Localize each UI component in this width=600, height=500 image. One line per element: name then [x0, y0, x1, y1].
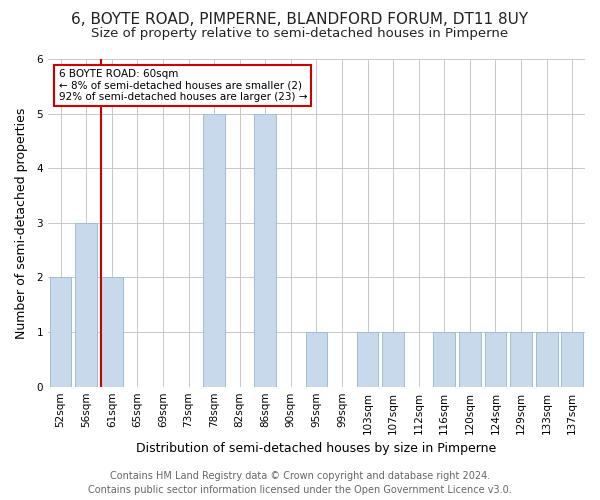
Bar [203, 114, 225, 386]
Bar [510, 332, 532, 386]
Y-axis label: Number of semi-detached properties: Number of semi-detached properties [15, 107, 28, 338]
Bar [50, 278, 71, 386]
Bar [562, 332, 583, 386]
Bar [459, 332, 481, 386]
X-axis label: Distribution of semi-detached houses by size in Pimperne: Distribution of semi-detached houses by … [136, 442, 497, 455]
Text: Contains HM Land Registry data © Crown copyright and database right 2024.
Contai: Contains HM Land Registry data © Crown c… [88, 471, 512, 495]
Bar [485, 332, 506, 386]
Text: 6, BOYTE ROAD, PIMPERNE, BLANDFORD FORUM, DT11 8UY: 6, BOYTE ROAD, PIMPERNE, BLANDFORD FORUM… [71, 12, 529, 28]
Bar [382, 332, 404, 386]
Bar [76, 223, 97, 386]
Bar [101, 278, 122, 386]
Bar [433, 332, 455, 386]
Bar [536, 332, 557, 386]
Bar [356, 332, 379, 386]
Bar [254, 114, 276, 386]
Text: Size of property relative to semi-detached houses in Pimperne: Size of property relative to semi-detach… [91, 28, 509, 40]
Bar [305, 332, 327, 386]
Text: 6 BOYTE ROAD: 60sqm
← 8% of semi-detached houses are smaller (2)
92% of semi-det: 6 BOYTE ROAD: 60sqm ← 8% of semi-detache… [59, 69, 307, 102]
